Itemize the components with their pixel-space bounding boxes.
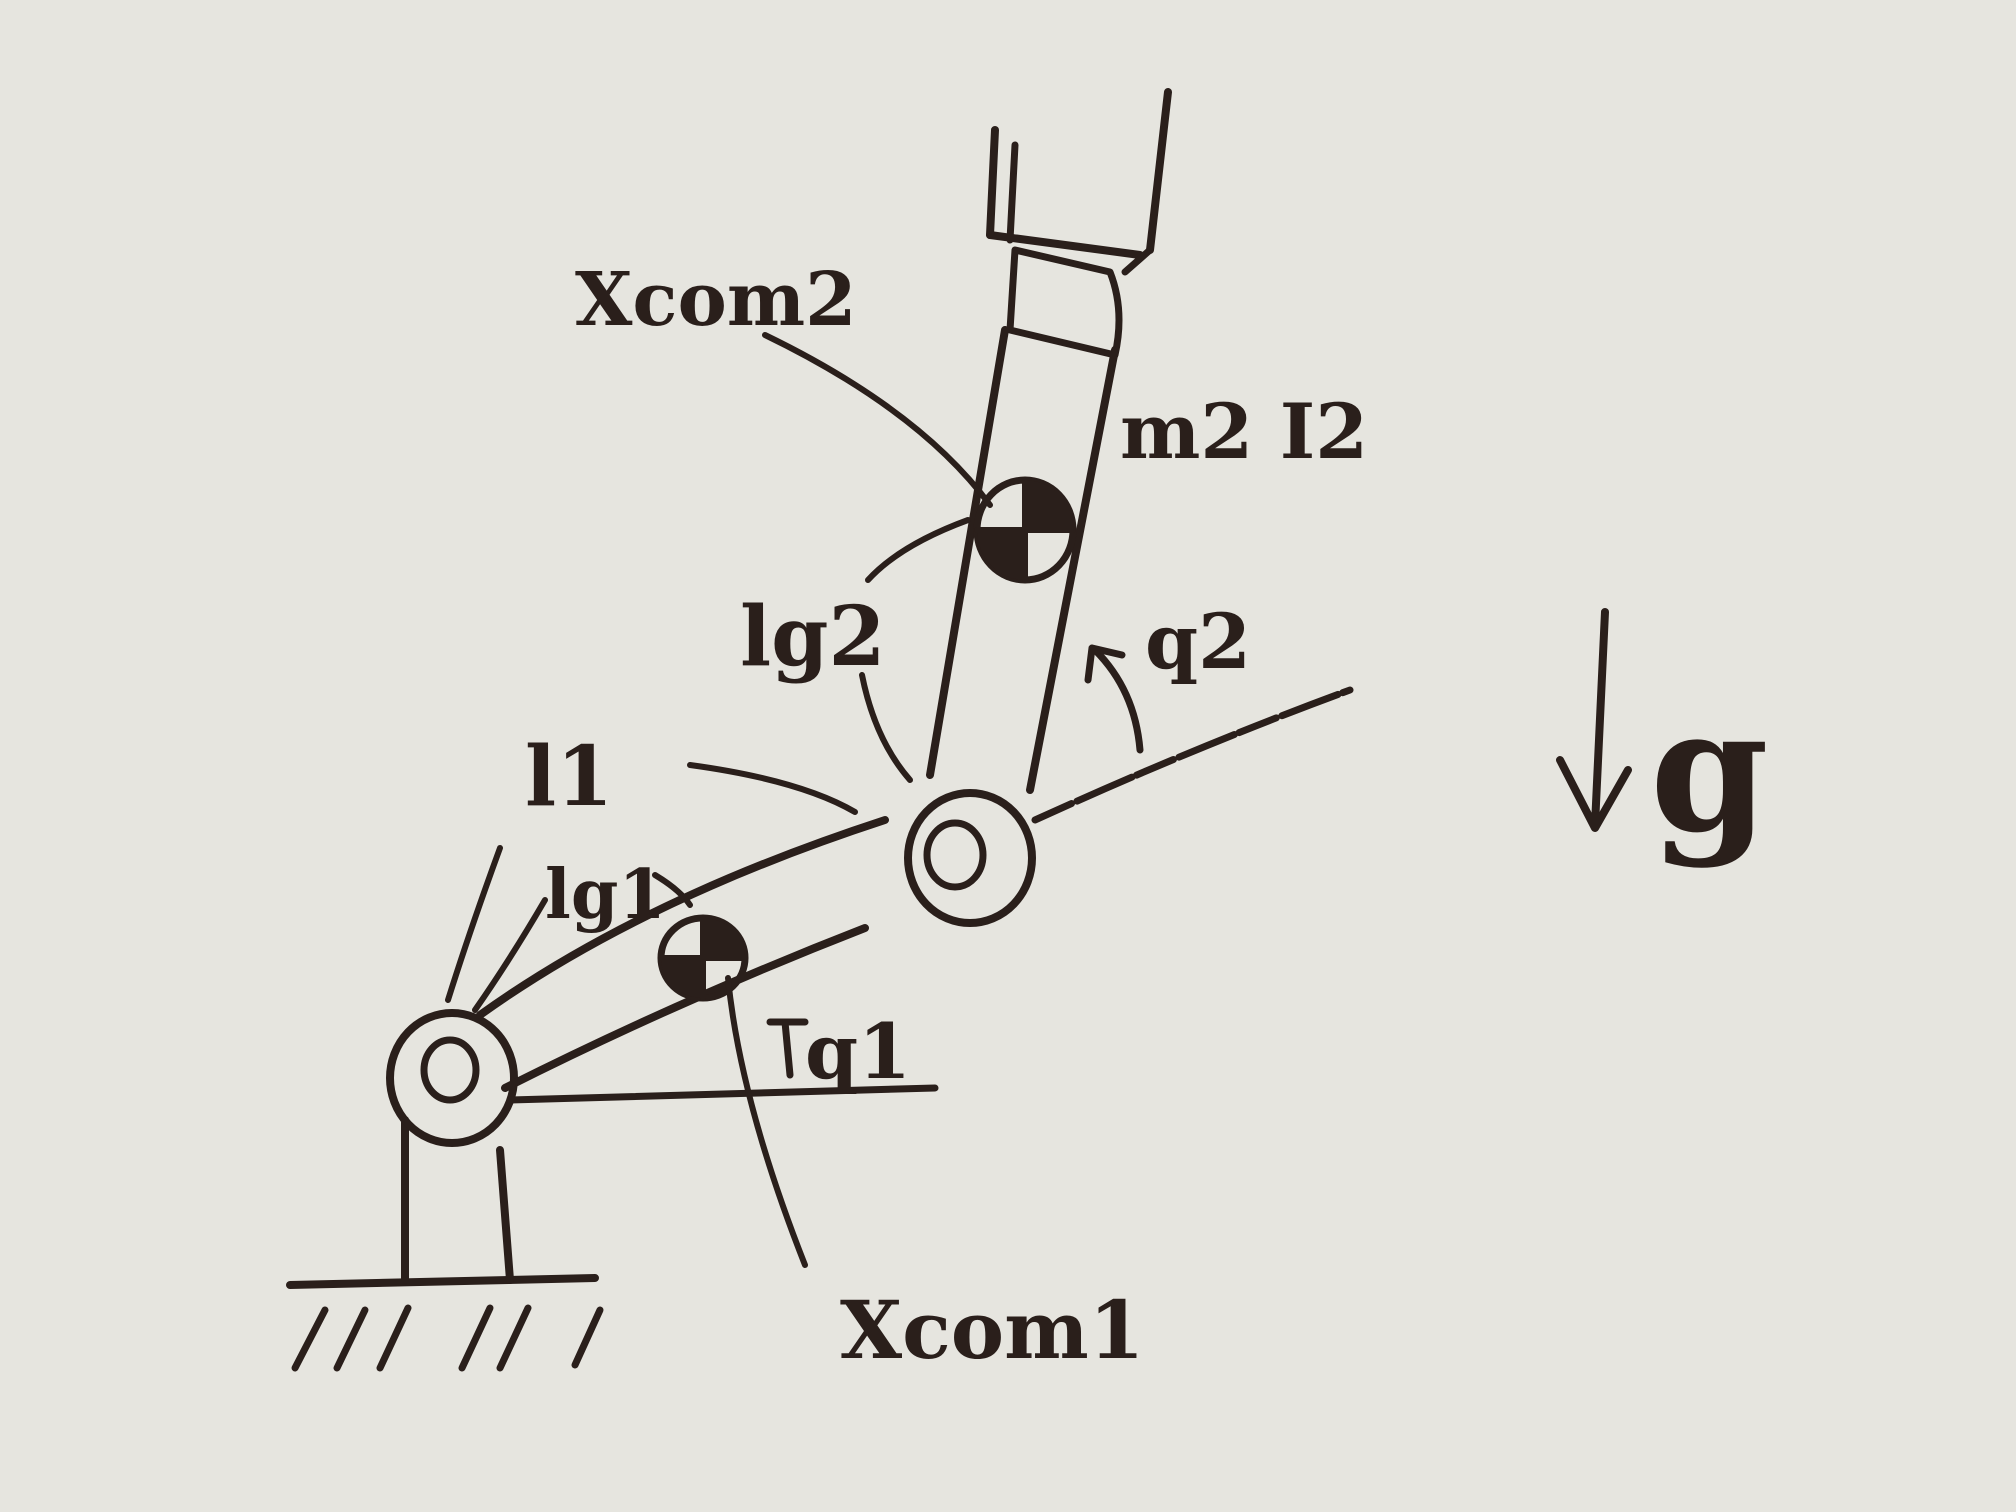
lg2-label: lg2 [740,589,886,685]
ground-hatching [291,1304,604,1372]
gravity-arrow [1556,608,1632,832]
l1-label: l1 [525,729,613,825]
ground [286,1274,604,1372]
l1-leader-b [445,845,503,1003]
link-1 [476,816,889,1092]
q2-arrow [1084,644,1144,754]
x-com2-leader [762,332,993,508]
q2-label: q2 [1145,597,1251,686]
link-2 [926,246,1123,794]
link-1-extension-line [1031,686,1354,824]
joint-2 [904,789,1036,927]
x-com1-leader [725,975,808,1268]
m2-i2-label: m2 I2 [1120,387,1368,476]
joint-1 [386,1009,518,1147]
leader-lines [445,332,993,1268]
q1-arrow [766,1018,809,1079]
gripper [986,88,1172,276]
l1-leader-a [687,762,858,815]
com-2-symbol [973,476,1077,584]
x-com1-label: Xcom1 [840,1283,1144,1377]
x-com2-label: Xcom2 [575,257,857,343]
q1-label: q1 [805,1007,911,1096]
base-post [401,1116,514,1284]
g-label: g [1650,671,1769,871]
lg1-leader-a [472,897,548,1013]
lg1-label: lg1 [545,855,666,935]
joint-1-reference-line [506,1084,939,1104]
lg2-leader-b [859,672,913,783]
com-1-symbol [657,914,749,1002]
lg1-leader-b [652,872,693,908]
lg2-leader-a [865,517,971,583]
